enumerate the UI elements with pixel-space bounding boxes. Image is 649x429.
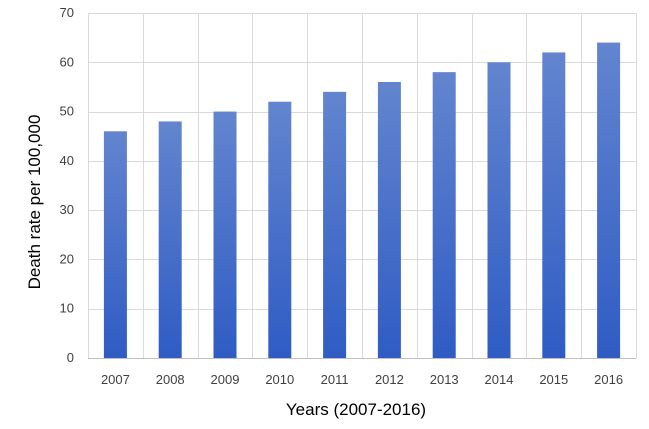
y-tick-label: 60 [60,54,74,69]
x-tick-label: 2010 [265,372,294,387]
x-axis-title: Years (2007-2016) [286,400,426,419]
bar-2012 [377,82,401,358]
bar-2014 [487,62,511,359]
y-tick-label: 0 [67,350,74,365]
bar-2011 [323,91,347,358]
y-tick-label: 30 [60,202,74,217]
gridlines [88,13,637,359]
bar-2016 [597,42,621,358]
y-tick-label: 50 [60,104,74,119]
bars [103,42,621,359]
x-tick-label: 2014 [485,372,514,387]
y-tick-label: 40 [60,153,74,168]
x-tick-label: 2009 [211,372,240,387]
x-tick-label: 2008 [156,372,185,387]
bar-2008 [158,121,182,358]
y-tick-label: 10 [60,301,74,316]
bar-2007 [103,131,127,358]
y-axis-title: Death rate per 100,000 [25,115,44,290]
bar-2013 [432,72,456,359]
x-tick-label: 2013 [430,372,459,387]
x-tick-label: 2015 [539,372,568,387]
y-tick-label: 70 [60,5,74,20]
bar-2009 [213,111,237,358]
bar-2015 [542,52,566,359]
x-tick-labels: 2007 2008 2009 2010 2011 2012 2013 2014 2015 2016 [101,372,623,387]
x-tick-label: 2012 [375,372,404,387]
y-tick-labels: 0 10 20 30 40 50 60 70 [60,5,74,365]
y-tick-label: 20 [60,251,74,266]
bar-2010 [268,101,292,358]
x-tick-label: 2016 [594,372,623,387]
x-tick-label: 2007 [101,372,130,387]
x-tick-label: 2011 [321,372,349,387]
